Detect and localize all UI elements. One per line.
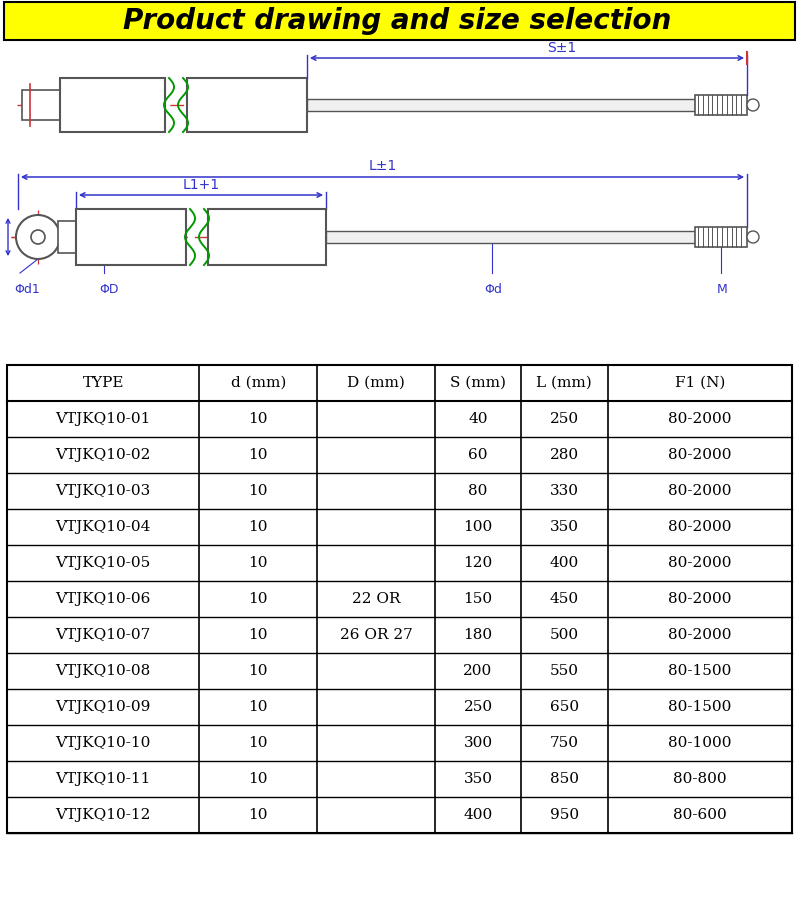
Text: 850: 850 bbox=[550, 772, 579, 786]
Text: 10: 10 bbox=[249, 448, 268, 462]
Bar bbox=[307, 99, 695, 111]
Text: 10: 10 bbox=[249, 736, 268, 750]
Text: 120: 120 bbox=[463, 556, 493, 570]
Text: 180: 180 bbox=[463, 628, 493, 642]
Text: VTJKQ10-12: VTJKQ10-12 bbox=[55, 808, 151, 822]
Text: VTJKQ10-08: VTJKQ10-08 bbox=[55, 664, 150, 678]
Text: 80-2000: 80-2000 bbox=[668, 520, 731, 534]
Text: 10: 10 bbox=[249, 700, 268, 714]
Text: 350: 350 bbox=[550, 520, 579, 534]
Text: 500: 500 bbox=[550, 628, 579, 642]
Bar bbox=[4, 2, 795, 40]
Text: D (mm): D (mm) bbox=[347, 376, 405, 390]
Text: 250: 250 bbox=[550, 412, 579, 426]
Text: 250: 250 bbox=[463, 700, 493, 714]
Text: F1 (N): F1 (N) bbox=[674, 376, 725, 390]
Bar bbox=[695, 95, 747, 115]
Bar bbox=[7, 365, 792, 833]
Text: 10: 10 bbox=[249, 628, 268, 642]
Text: 10: 10 bbox=[249, 808, 268, 822]
Text: 10: 10 bbox=[249, 484, 268, 498]
Text: Φd1: Φd1 bbox=[14, 283, 40, 296]
Text: 80-800: 80-800 bbox=[673, 772, 726, 786]
Text: 80-2000: 80-2000 bbox=[668, 448, 731, 462]
Text: 150: 150 bbox=[463, 592, 493, 606]
Text: 10: 10 bbox=[249, 556, 268, 570]
Bar bbox=[60, 78, 165, 132]
Text: 200: 200 bbox=[463, 664, 493, 678]
Text: L1+1: L1+1 bbox=[182, 178, 219, 192]
Circle shape bbox=[31, 230, 45, 244]
Text: 60: 60 bbox=[468, 448, 488, 462]
Text: VTJKQ10-05: VTJKQ10-05 bbox=[55, 556, 150, 570]
Bar bbox=[208, 209, 326, 265]
Bar bbox=[58, 221, 76, 253]
Text: 80-2000: 80-2000 bbox=[668, 484, 731, 498]
Text: L (mm): L (mm) bbox=[537, 376, 592, 390]
Text: VTJKQ10-09: VTJKQ10-09 bbox=[55, 700, 151, 714]
Text: 80-1000: 80-1000 bbox=[668, 736, 731, 750]
Text: S±1: S±1 bbox=[547, 41, 576, 55]
Text: 750: 750 bbox=[550, 736, 579, 750]
Text: 22 OR: 22 OR bbox=[352, 592, 400, 606]
Text: VTJKQ10-11: VTJKQ10-11 bbox=[55, 772, 151, 786]
Text: 400: 400 bbox=[550, 556, 579, 570]
Text: 80-2000: 80-2000 bbox=[668, 556, 731, 570]
Text: Φd: Φd bbox=[484, 283, 502, 296]
Bar bbox=[22, 90, 60, 120]
Bar bbox=[326, 231, 695, 243]
Circle shape bbox=[16, 215, 60, 259]
Text: S (mm): S (mm) bbox=[450, 376, 506, 390]
Text: 80-2000: 80-2000 bbox=[668, 592, 731, 606]
Text: VTJKQ10-07: VTJKQ10-07 bbox=[55, 628, 150, 642]
Bar bbox=[695, 227, 747, 247]
Text: 330: 330 bbox=[550, 484, 579, 498]
Text: 80-2000: 80-2000 bbox=[668, 628, 731, 642]
Circle shape bbox=[747, 99, 759, 111]
Text: 10: 10 bbox=[249, 520, 268, 534]
Text: 80: 80 bbox=[468, 484, 488, 498]
Text: 10: 10 bbox=[249, 664, 268, 678]
Text: VTJKQ10-02: VTJKQ10-02 bbox=[55, 448, 151, 462]
Text: 280: 280 bbox=[550, 448, 579, 462]
Text: 40: 40 bbox=[468, 412, 488, 426]
Bar bbox=[76, 209, 186, 265]
Text: ΦD: ΦD bbox=[99, 283, 118, 296]
Circle shape bbox=[747, 231, 759, 243]
Text: 80-600: 80-600 bbox=[673, 808, 726, 822]
Text: 350: 350 bbox=[463, 772, 493, 786]
Text: 300: 300 bbox=[463, 736, 493, 750]
Text: VTJKQ10-03: VTJKQ10-03 bbox=[55, 484, 150, 498]
Text: VTJKQ10-10: VTJKQ10-10 bbox=[55, 736, 151, 750]
Text: Product drawing and size selection: Product drawing and size selection bbox=[123, 7, 671, 35]
Text: 26 OR 27: 26 OR 27 bbox=[339, 628, 412, 642]
Text: 450: 450 bbox=[550, 592, 579, 606]
Text: 80-1500: 80-1500 bbox=[668, 700, 731, 714]
Text: 650: 650 bbox=[550, 700, 579, 714]
Text: 80-1500: 80-1500 bbox=[668, 664, 731, 678]
Text: M: M bbox=[717, 283, 728, 296]
Text: 950: 950 bbox=[550, 808, 579, 822]
Text: VTJKQ10-01: VTJKQ10-01 bbox=[55, 412, 151, 426]
Text: 400: 400 bbox=[463, 808, 493, 822]
Text: VTJKQ10-04: VTJKQ10-04 bbox=[55, 520, 151, 534]
Text: 550: 550 bbox=[550, 664, 579, 678]
Text: 100: 100 bbox=[463, 520, 493, 534]
Bar bbox=[187, 78, 307, 132]
Text: d (mm): d (mm) bbox=[230, 376, 286, 390]
Text: TYPE: TYPE bbox=[82, 376, 124, 390]
Text: L±1: L±1 bbox=[368, 159, 397, 173]
Text: 10: 10 bbox=[249, 412, 268, 426]
Text: 80-2000: 80-2000 bbox=[668, 412, 731, 426]
Text: 10: 10 bbox=[249, 772, 268, 786]
Text: VTJKQ10-06: VTJKQ10-06 bbox=[55, 592, 151, 606]
Text: 10: 10 bbox=[249, 592, 268, 606]
